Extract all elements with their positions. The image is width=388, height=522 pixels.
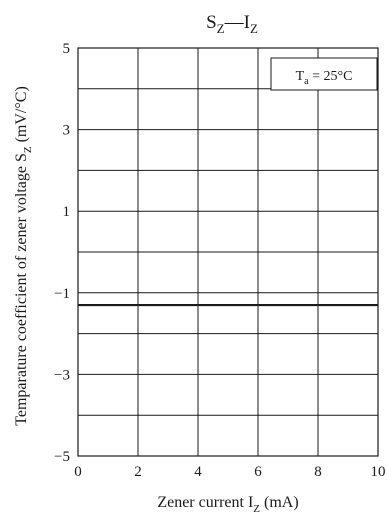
y-tick-label: −5 (54, 449, 70, 465)
x-tick-label: 10 (371, 464, 386, 480)
title-i: I (244, 12, 250, 33)
chart-title: SZ—IZ (206, 12, 258, 36)
y-tick-label: −3 (54, 367, 70, 383)
annotation-box (270, 57, 378, 91)
y-tick-label: −1 (54, 286, 70, 302)
y-label-unit: (mV/°C) (13, 86, 30, 146)
y-label-text: Temparature coefficient of zener voltage… (13, 153, 30, 426)
x-tick-label: 2 (134, 464, 142, 480)
y-tick-label: 1 (63, 204, 71, 220)
annotation-t-sub: a (304, 76, 309, 87)
title-sep: — (224, 12, 245, 33)
x-label-sub: Z (253, 503, 260, 515)
annotation-rest: = 25°C (309, 69, 353, 84)
x-tick-label: 0 (74, 464, 82, 480)
y-tick-label: 3 (63, 123, 71, 139)
x-tick-label: 8 (314, 464, 322, 480)
x-tick-label: 6 (254, 464, 262, 480)
annotation-t: T (296, 69, 305, 84)
title-s-sub: Z (217, 21, 225, 36)
x-axis-label: Zener current IZ (mA) (157, 494, 298, 515)
x-tick-label: 4 (194, 464, 202, 480)
title-s: S (206, 12, 217, 33)
plot-frame (77, 47, 379, 457)
plot-area: 0 2 4 6 8 10 5 3 1 −1 −3 −5 (54, 41, 385, 480)
x-label-text: Zener current I (157, 494, 253, 511)
title-i-sub: Z (250, 21, 258, 36)
y-axis-label: Temparature coefficient of zener voltage… (13, 86, 34, 426)
y-label-sub: Z (22, 146, 34, 153)
x-label-unit: (mA) (260, 494, 299, 511)
temperature-annotation: Ta = 25°C (270, 57, 378, 91)
y-tick-label: 5 (63, 41, 71, 57)
annotation-text: Ta = 25°C (296, 69, 353, 87)
